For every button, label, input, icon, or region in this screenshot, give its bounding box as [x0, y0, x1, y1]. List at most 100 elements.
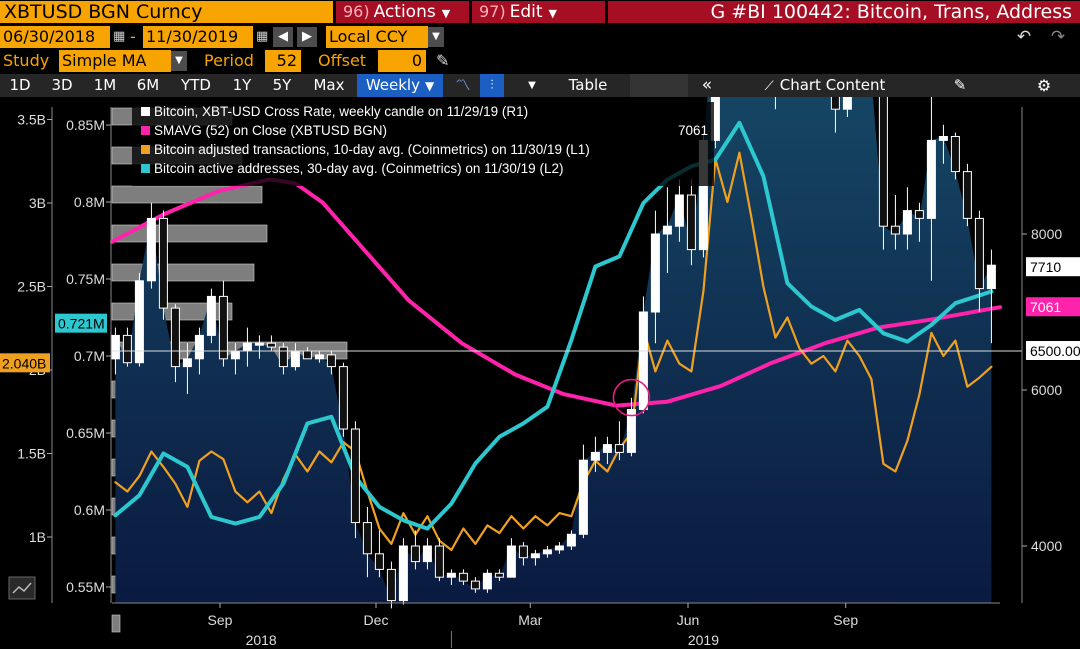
edit-menu[interactable]: 97) Edit ▼ [472, 1, 605, 23]
tab-max[interactable]: Max [313, 76, 345, 94]
candle-body [902, 210, 912, 235]
l1-tick-label: 0.55M [66, 579, 105, 595]
chevron-down-icon[interactable]: ▼ [428, 27, 444, 47]
legend: Bitcoin, XBT-USD Cross Rate, weekly cand… [132, 102, 714, 186]
frequency-label: Weekly [365, 76, 420, 94]
chevron-down-icon[interactable]: ▼ [528, 80, 536, 91]
x-tick-label: Sep [833, 612, 858, 628]
candle-body [470, 580, 480, 590]
candle-body [206, 295, 216, 336]
currency-select[interactable]: Local CCY [326, 26, 428, 48]
candle-body [662, 225, 672, 235]
x-tick-label: Jun [677, 612, 700, 628]
price-chart[interactable]: 1B1.5B2B2.5B3B3.5B0.55M0.6M0.65M0.7M0.75… [0, 97, 1080, 649]
x-year-label: 2019 [688, 632, 719, 648]
chart-content-button[interactable]: ⟋ Chart Content [755, 74, 895, 97]
candle-body [890, 225, 900, 235]
candle-body [626, 409, 636, 453]
candle-body [302, 350, 312, 360]
legend-background [132, 102, 714, 186]
last-price-tag-bg [1026, 257, 1080, 277]
candle-body [386, 568, 396, 602]
edit-chart-icon[interactable]: ✎ [953, 76, 967, 94]
candle-body [290, 350, 300, 368]
last-price-tag-text: 7710 [1030, 259, 1061, 275]
l1-value-tag-text: 0.721M [58, 316, 105, 332]
tab-5y[interactable]: 5Y [272, 76, 292, 94]
x-tick-label: Sep [208, 612, 233, 628]
candle-body [638, 311, 648, 410]
undo-icon[interactable]: ↶ [1016, 27, 1032, 47]
start-date-field[interactable]: 06/30/2018 [0, 26, 110, 48]
next-period-button[interactable]: ▶ [297, 27, 317, 47]
candle-body [122, 334, 132, 364]
date-separator: - [130, 27, 136, 46]
study-label: Study [3, 51, 50, 70]
table-button[interactable]: Table [568, 76, 608, 94]
pencil-icon[interactable]: ✎ [436, 51, 450, 70]
frequency-select[interactable]: Weekly ▼ [357, 74, 443, 97]
candle-body [254, 342, 264, 346]
candle-body [350, 428, 360, 524]
candle-body [830, 97, 840, 110]
edit-hotkey: 97) [479, 2, 506, 21]
legend-swatch [141, 164, 150, 173]
collapse-icon[interactable]: « [701, 75, 713, 95]
redo-icon[interactable]: ↷ [1050, 27, 1066, 47]
legend-swatch [141, 126, 150, 135]
candle-body [170, 307, 180, 368]
candle-body [506, 545, 516, 578]
l1-value-tag [55, 313, 107, 333]
ticker-field[interactable]: XBTUSD BGN Curncy [0, 1, 333, 23]
l1-tick-label: 0.7M [74, 348, 105, 364]
edit-label: Edit [509, 2, 543, 22]
legend-label: Bitcoin adjusted transactions, 10-day av… [154, 142, 590, 157]
candle-body [566, 533, 576, 547]
tab-1d[interactable]: 1D [9, 76, 31, 94]
actions-menu[interactable]: 96) Actions ▼ [336, 1, 469, 23]
legend-value: 7061 [678, 123, 708, 138]
highlight-circle [612, 378, 651, 417]
chevron-down-icon[interactable]: ▼ [171, 51, 187, 71]
offset-input[interactable]: 0 [378, 50, 426, 72]
end-date-field[interactable]: 11/30/2019 [143, 26, 253, 48]
prev-period-button[interactable]: ◀ [273, 27, 293, 47]
candle-body [842, 97, 852, 110]
candle-body [494, 572, 504, 578]
period-input[interactable]: 52 [265, 50, 301, 72]
candle-body [326, 354, 336, 368]
candle-body [590, 451, 600, 461]
study-bar: Study Simple MA ▼ Period 52 Offset 0 ✎ [0, 50, 1080, 72]
crosshair-price-tag-text: 6500.00 [1030, 343, 1080, 359]
actions-hotkey: 96) [343, 2, 370, 21]
candle-body [926, 139, 936, 219]
candle-body [338, 366, 348, 430]
candle-body [878, 97, 888, 227]
tab-1m[interactable]: 1M [93, 76, 117, 94]
candle-body [374, 553, 384, 570]
candle-chart-icon[interactable]: ⫶ [480, 74, 504, 97]
candle-body [134, 280, 144, 364]
candle-body [242, 342, 252, 352]
candle-body [266, 342, 276, 348]
tab-1y[interactable]: 1Y [232, 76, 252, 94]
tab-6m[interactable]: 6M [136, 76, 160, 94]
right-tick-label: 8000 [1031, 226, 1062, 242]
tab-3d[interactable]: 3D [51, 76, 73, 94]
l2-tick-label: 2.5B [17, 279, 46, 295]
candle-body [554, 545, 564, 551]
line-chart-icon[interactable]: 〽 [455, 76, 471, 94]
x-tick-label: Dec [364, 612, 389, 628]
calendar-icon[interactable]: ▦ [256, 29, 269, 44]
tab-ytd[interactable]: YTD [181, 76, 211, 94]
candle-body [146, 217, 156, 282]
candle-body [218, 295, 228, 360]
l1-tick-label: 0.6M [74, 502, 105, 518]
candle-body [158, 217, 168, 309]
candle-body [194, 334, 204, 360]
calendar-icon[interactable]: ▦ [113, 29, 126, 44]
study-select[interactable]: Simple MA [59, 50, 171, 72]
gear-icon[interactable]: ⚙ [1036, 76, 1052, 95]
candle-body [362, 522, 372, 555]
candle-body [710, 97, 720, 141]
